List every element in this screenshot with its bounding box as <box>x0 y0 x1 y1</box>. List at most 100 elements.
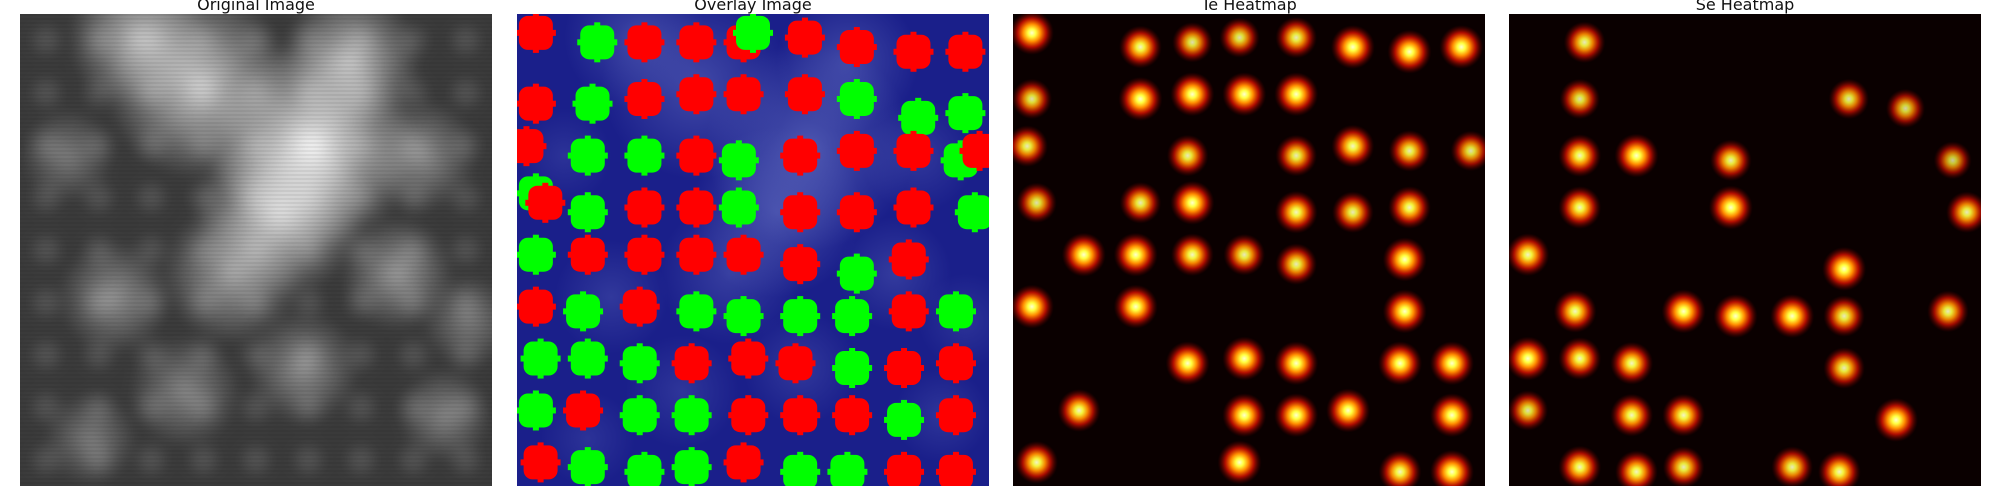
marker-red <box>520 442 561 483</box>
panel-title: Original Image <box>197 0 315 14</box>
marker-red <box>624 78 665 119</box>
original-image <box>20 14 492 486</box>
se-heat-spot <box>1558 134 1602 177</box>
marker-red <box>780 244 821 285</box>
se-heat-spot <box>1823 295 1865 337</box>
marker-green <box>836 78 877 119</box>
marker-red <box>676 135 717 176</box>
marker-red <box>723 234 764 275</box>
te-heat-spot <box>1015 441 1058 484</box>
te-heat-spot <box>1331 124 1375 168</box>
te-heat-spot <box>1378 450 1422 486</box>
marker-red <box>671 343 712 384</box>
te-heat-spot <box>1382 289 1427 334</box>
marker-red <box>775 343 816 384</box>
marker-green <box>836 253 877 294</box>
se-heat-spot <box>1933 141 1972 180</box>
marker-red <box>945 31 986 72</box>
marker-red <box>784 17 825 58</box>
se-heat-spot <box>1509 390 1549 431</box>
se-heat-spot <box>1559 78 1600 120</box>
te-heat-spot <box>1274 341 1319 386</box>
te-heat-spot <box>1223 233 1266 276</box>
te-heat-spot <box>1275 243 1317 285</box>
marker-red <box>836 192 877 233</box>
marker-green <box>517 390 556 431</box>
se-heat-spot <box>1558 445 1602 486</box>
te-heat-spot <box>1016 182 1057 223</box>
marker-red <box>784 74 825 115</box>
marker-red <box>517 14 556 53</box>
te-heat-spot <box>1274 190 1318 234</box>
marker-green <box>624 135 665 176</box>
marker-red <box>676 22 717 63</box>
marker-red <box>723 74 764 115</box>
te-heat-spot <box>1113 284 1158 329</box>
marker-red <box>836 27 877 68</box>
te-heat-spot <box>1219 17 1260 58</box>
se-heatmap <box>1509 14 1981 486</box>
te-heat-spot <box>1013 125 1048 167</box>
marker-red <box>935 451 976 486</box>
panel-title: Se Heatmap <box>1695 0 1795 14</box>
marker-green <box>832 296 873 337</box>
marker-green <box>780 451 821 486</box>
marker-red <box>728 395 769 436</box>
te-heat-spot <box>1172 22 1213 63</box>
te-heat-spot <box>1061 232 1106 277</box>
marker-red <box>893 31 934 72</box>
se-heat-spot <box>1615 450 1658 486</box>
te-heat-spot <box>1013 14 1054 55</box>
blue-blob <box>540 391 635 486</box>
te-heat-spot <box>1013 78 1053 120</box>
marker-green <box>945 93 986 134</box>
te-heat-spot <box>1388 186 1431 229</box>
te-heat-spot <box>1170 72 1215 117</box>
marker-green <box>676 291 717 332</box>
marker-green <box>733 14 773 53</box>
te-heat-spot <box>1222 72 1267 117</box>
te-heat-spot <box>1332 191 1374 234</box>
marker-red <box>624 234 665 275</box>
marker-red <box>959 130 989 171</box>
marker-green <box>935 291 976 332</box>
se-heat-spot <box>1558 186 1602 229</box>
se-heat-spot <box>1563 21 1606 64</box>
se-heat-spot <box>1662 393 1706 437</box>
panel-te-heatmap: Te Heatmap <box>1013 0 1485 486</box>
overlay-image <box>517 14 989 486</box>
se-heat-spot <box>1818 450 1861 486</box>
te-heat-spot <box>1166 134 1209 177</box>
se-heat-spot <box>1708 185 1753 230</box>
marker-red <box>728 338 769 379</box>
marker-red <box>884 451 925 486</box>
te-heat-spot <box>1113 232 1158 277</box>
marker-red <box>567 234 608 275</box>
marker-green <box>567 447 608 486</box>
marker-green <box>954 192 989 233</box>
se-heat-spot <box>1823 347 1865 389</box>
te-heat-spot <box>1119 25 1162 69</box>
se-heat-spot <box>1770 294 1815 339</box>
te-heat-spot <box>1429 393 1474 438</box>
te-heat-spot <box>1388 130 1431 172</box>
te-heat-spot <box>1429 341 1474 386</box>
marker-green <box>671 395 712 436</box>
te-heat-spot <box>1170 180 1215 225</box>
marker-red <box>619 286 660 327</box>
marker-red <box>723 442 764 483</box>
marker-green <box>827 451 868 486</box>
panel-se-heatmap: Se Heatmap <box>1509 0 1981 486</box>
marker-red <box>780 135 821 176</box>
te-heat-spot <box>1165 341 1210 386</box>
se-heat-spot <box>1713 294 1758 339</box>
te-heat-spot <box>1275 16 1317 59</box>
se-heat-spot <box>1610 341 1654 385</box>
te-heat-spot <box>1118 76 1163 121</box>
panel-title: Te Heatmap <box>1201 0 1297 14</box>
panel-overlay: Overlay Image <box>517 0 989 486</box>
marker-green <box>567 192 608 233</box>
se-heat-spot <box>1661 289 1706 334</box>
se-heat-spot <box>1558 337 1602 380</box>
te-heat-spot <box>1274 393 1319 438</box>
